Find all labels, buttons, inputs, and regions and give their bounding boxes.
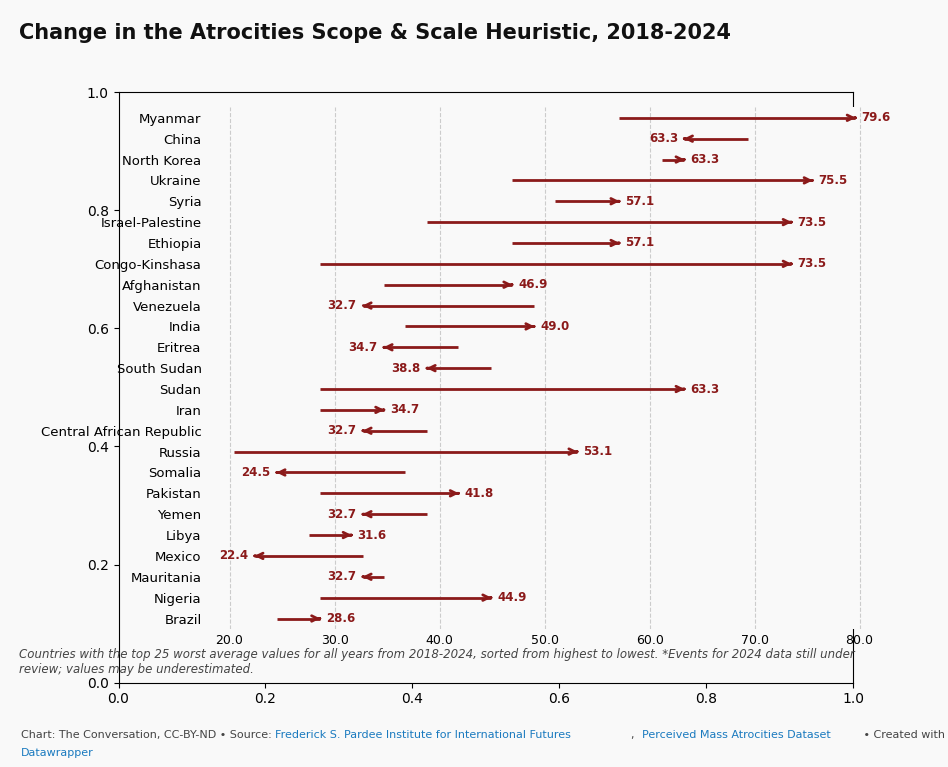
Text: 24.5: 24.5 xyxy=(241,466,270,479)
Text: 38.8: 38.8 xyxy=(392,362,421,374)
Text: Datawrapper: Datawrapper xyxy=(21,748,94,758)
Text: 32.7: 32.7 xyxy=(328,571,356,583)
Text: 53.1: 53.1 xyxy=(583,445,612,458)
Text: 57.1: 57.1 xyxy=(626,195,654,208)
Text: 73.5: 73.5 xyxy=(797,216,827,229)
Text: 41.8: 41.8 xyxy=(465,487,494,500)
Text: 44.9: 44.9 xyxy=(498,591,527,604)
Text: • Created with: • Created with xyxy=(860,730,945,740)
Text: 63.3: 63.3 xyxy=(690,153,720,166)
Text: 73.5: 73.5 xyxy=(797,258,827,270)
Text: 32.7: 32.7 xyxy=(328,424,356,437)
Text: 49.0: 49.0 xyxy=(540,320,570,333)
Text: 75.5: 75.5 xyxy=(819,174,848,187)
Text: 46.9: 46.9 xyxy=(519,278,548,291)
Text: 32.7: 32.7 xyxy=(328,299,356,312)
Text: 34.7: 34.7 xyxy=(349,341,377,354)
Text: Chart: The Conversation, CC-BY-ND • Source:: Chart: The Conversation, CC-BY-ND • Sour… xyxy=(21,730,275,740)
Text: 63.3: 63.3 xyxy=(648,132,678,145)
Text: 34.7: 34.7 xyxy=(391,403,419,416)
Text: 31.6: 31.6 xyxy=(357,528,387,542)
Text: Perceived Mass Atrocities Dataset: Perceived Mass Atrocities Dataset xyxy=(642,730,830,740)
Text: 22.4: 22.4 xyxy=(219,549,248,562)
Text: Change in the Atrocities Scope & Scale Heuristic, 2018-2024: Change in the Atrocities Scope & Scale H… xyxy=(19,23,731,43)
Text: 28.6: 28.6 xyxy=(326,612,356,625)
Text: Countries with the top 25 worst average values for all years from 2018-2024, sor: Countries with the top 25 worst average … xyxy=(19,648,855,676)
Text: ,: , xyxy=(630,730,638,740)
Text: 63.3: 63.3 xyxy=(690,383,720,396)
Text: 57.1: 57.1 xyxy=(626,236,654,249)
Text: 32.7: 32.7 xyxy=(328,508,356,521)
Text: Frederick S. Pardee Institute for International Futures: Frederick S. Pardee Institute for Intern… xyxy=(275,730,571,740)
Text: 79.6: 79.6 xyxy=(862,111,891,124)
